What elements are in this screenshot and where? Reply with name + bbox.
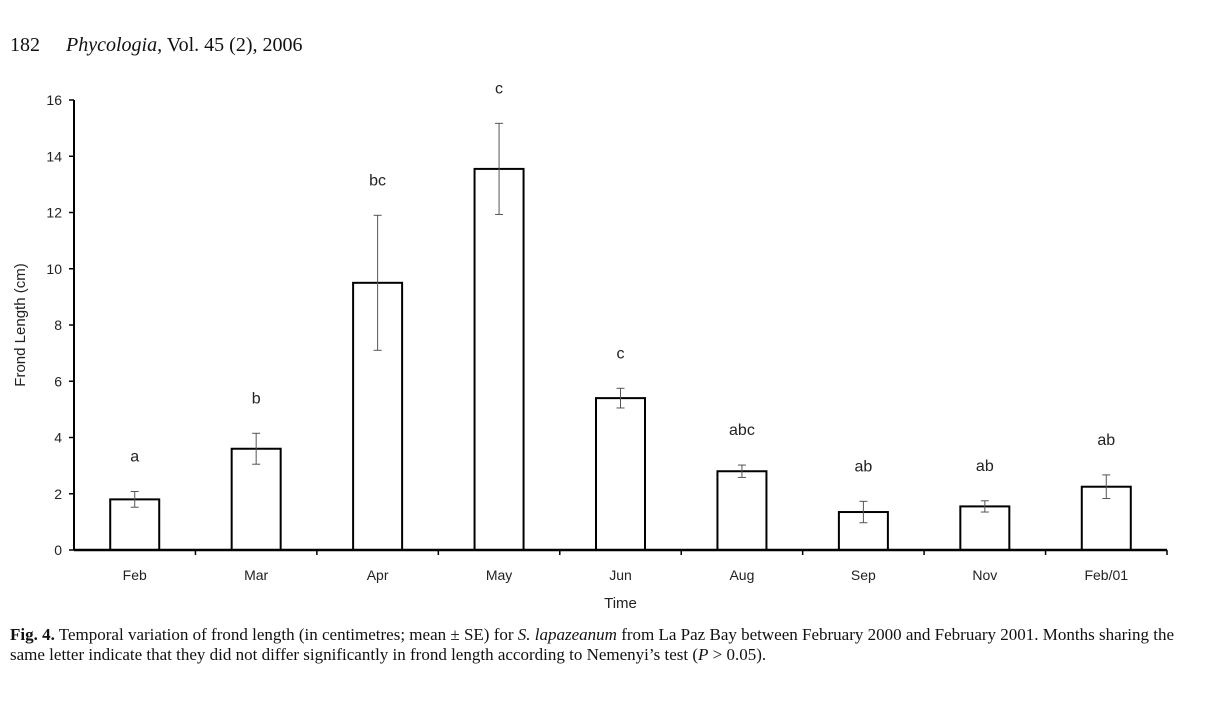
significance-letter: ab <box>1097 432 1115 449</box>
significance-letter: c <box>617 345 625 362</box>
error-bars-layer <box>130 122 1111 524</box>
x-tick-label: Aug <box>729 567 754 583</box>
bar <box>473 167 525 551</box>
y-tick-label: 6 <box>54 373 62 389</box>
x-tick-label: Feb/01 <box>1084 567 1128 583</box>
bar <box>595 397 646 551</box>
x-tick-label: Mar <box>244 567 268 583</box>
y-tick-label: 12 <box>46 205 62 221</box>
page-header: 182 Phycologia, Vol. 45 (2), 2006 <box>10 34 302 57</box>
y-tick-label: 10 <box>46 261 62 277</box>
bars-layer <box>109 167 1132 551</box>
bar <box>959 505 1011 551</box>
x-tick-label: Sep <box>851 567 876 583</box>
significance-letter: ab <box>976 458 994 475</box>
x-tick-label: Feb <box>123 567 147 583</box>
significance-letter: abc <box>729 422 755 439</box>
x-tick-label: Nov <box>972 567 997 583</box>
journal-name: Phycologia, <box>66 34 163 56</box>
caption-p-symbol: P <box>698 645 709 664</box>
y-tick-label: 8 <box>54 317 62 333</box>
significance-letter: c <box>495 80 503 97</box>
bar <box>109 498 161 551</box>
significance-letter: bc <box>369 172 386 189</box>
page-number: 182 <box>10 34 40 56</box>
y-tick-label: 16 <box>46 92 62 108</box>
y-tick-label: 4 <box>54 430 62 446</box>
y-tick-label: 2 <box>54 486 62 502</box>
caption-label: Fig. 4. <box>10 625 55 644</box>
significance-letter: a <box>130 449 139 466</box>
significance-letter: b <box>252 390 261 407</box>
figure-caption: Fig. 4. Temporal variation of frond leng… <box>10 625 1185 665</box>
y-tick-label: 14 <box>46 148 62 164</box>
significance-letter: ab <box>854 458 872 475</box>
x-tick-label: Apr <box>367 567 389 583</box>
x-tick-label: May <box>486 567 512 583</box>
x-axis-label: Time <box>604 595 637 612</box>
caption-text-1: Temporal variation of frond length (in c… <box>54 625 518 644</box>
bar <box>716 470 768 551</box>
caption-species: S. lapazeanum <box>517 625 617 644</box>
caption-text-3: > 0.05). <box>708 645 767 664</box>
y-tick-label: 0 <box>54 542 62 558</box>
journal-volume: Vol. 45 (2), 2006 <box>166 34 303 56</box>
caption-text-2: from La Paz Bay between February 2000 an… <box>10 625 1175 664</box>
axes-layer: 0 2 4 6 8 10 12 14 16 Feb Mar Apr May Jun Aug Sep Nov Feb… <box>46 92 1168 583</box>
y-axis-label: Frond Length (cm) <box>12 263 29 386</box>
x-tick-label: Jun <box>609 567 632 583</box>
